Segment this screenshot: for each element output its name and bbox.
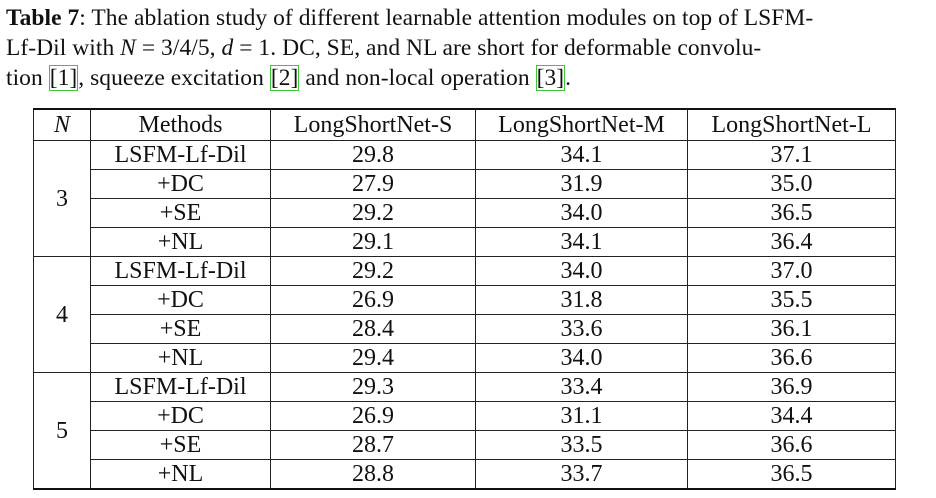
table-caption: Table 7: The ablation study of different… bbox=[6, 3, 932, 93]
score-s-cell: 29.1 bbox=[270, 227, 476, 257]
score-l-cell: 37.0 bbox=[687, 256, 896, 286]
table-row: +NL 29.4 34.0 36.6 bbox=[34, 343, 896, 373]
caption-line-3: tion [1], squeeze excitation [2] and non… bbox=[6, 63, 932, 93]
table-row: +NL 29.1 34.1 36.4 bbox=[34, 227, 896, 257]
score-m-cell: 31.8 bbox=[475, 285, 688, 315]
table-row: +NL 28.8 33.7 36.5 bbox=[34, 459, 896, 490]
score-m-cell: 34.0 bbox=[475, 256, 688, 286]
score-s-cell: 29.8 bbox=[270, 140, 476, 170]
score-l-cell: 34.4 bbox=[687, 401, 896, 431]
header-s: LongShortNet-S bbox=[270, 108, 476, 141]
score-m-cell: 33.7 bbox=[475, 459, 688, 490]
score-s-cell: 26.9 bbox=[270, 285, 476, 315]
group-n-cell: 3 bbox=[33, 140, 91, 257]
score-s-cell: 28.4 bbox=[270, 314, 476, 344]
method-cell: +DC bbox=[90, 169, 271, 199]
table-row: 4 LSFM-Lf-Dil 29.2 34.0 37.0 bbox=[33, 256, 896, 373]
score-s-cell: 29.3 bbox=[270, 372, 476, 402]
table-row: +DC 26.9 31.1 34.4 bbox=[34, 401, 896, 431]
score-m-cell: 33.4 bbox=[475, 372, 688, 402]
table-row: +SE 29.2 34.0 36.5 bbox=[34, 198, 896, 228]
score-l-cell: 36.9 bbox=[687, 372, 896, 402]
score-l-cell: 37.1 bbox=[687, 140, 896, 170]
table-row: +DC 27.9 31.9 35.0 bbox=[34, 169, 896, 199]
caption-text-2a: Lf-Dil with bbox=[6, 35, 121, 61]
score-l-cell: 36.4 bbox=[687, 227, 896, 257]
method-cell: +SE bbox=[90, 198, 271, 228]
score-l-cell: 36.6 bbox=[687, 343, 896, 373]
caption-line-2: Lf-Dil with N = 3/4/5, d = 1. DC, SE, an… bbox=[6, 33, 932, 63]
citation-link-3[interactable]: [3] bbox=[535, 65, 566, 91]
score-m-cell: 34.0 bbox=[475, 343, 688, 373]
score-s-cell: 29.2 bbox=[270, 256, 476, 286]
group-n-cell: 5 bbox=[33, 372, 91, 490]
caption-text-3c: and non-local operation bbox=[299, 65, 536, 91]
table-row: 3 LSFM-Lf-Dil 29.8 34.1 37.1 bbox=[33, 140, 896, 257]
score-m-cell: 33.6 bbox=[475, 314, 688, 344]
score-l-cell: 36.6 bbox=[687, 430, 896, 460]
table-row: +DC 26.9 31.8 35.5 bbox=[34, 285, 896, 315]
method-cell: LSFM-Lf-Dil bbox=[90, 372, 271, 402]
score-s-cell: 28.8 bbox=[270, 459, 476, 490]
header-n: N bbox=[33, 108, 91, 141]
method-cell: +DC bbox=[90, 285, 271, 315]
score-l-cell: 35.5 bbox=[687, 285, 896, 315]
caption-label: Table 7 bbox=[6, 5, 80, 31]
method-cell: LSFM-Lf-Dil bbox=[90, 256, 271, 286]
method-cell: +NL bbox=[90, 343, 271, 373]
citation-link-1[interactable]: [1] bbox=[48, 65, 79, 91]
caption-text-2b: = 3/4/5, bbox=[135, 35, 222, 61]
score-l-cell: 36.5 bbox=[687, 459, 896, 490]
header-m: LongShortNet-M bbox=[475, 108, 688, 141]
score-s-cell: 29.4 bbox=[270, 343, 476, 373]
score-s-cell: 29.2 bbox=[270, 198, 476, 228]
score-s-cell: 28.7 bbox=[270, 430, 476, 460]
score-l-cell: 36.5 bbox=[687, 198, 896, 228]
table-row: +SE 28.4 33.6 36.1 bbox=[34, 314, 896, 344]
method-cell: +NL bbox=[90, 227, 271, 257]
method-cell: +DC bbox=[90, 401, 271, 431]
method-cell: +NL bbox=[90, 459, 271, 490]
score-s-cell: 27.9 bbox=[270, 169, 476, 199]
caption-text-2c: = 1. DC, SE, and NL are short for deform… bbox=[233, 35, 762, 61]
table-body: 3 LSFM-Lf-Dil 29.8 34.1 37.1 +DC 27.9 31.9 35.0 +… bbox=[33, 140, 896, 490]
table-row: 5 LSFM-Lf-Dil 29.3 33.4 36.9 bbox=[33, 372, 896, 490]
score-l-cell: 36.1 bbox=[687, 314, 896, 344]
score-m-cell: 34.1 bbox=[475, 227, 688, 257]
caption-text-3a: tion bbox=[6, 65, 49, 91]
score-m-cell: 31.1 bbox=[475, 401, 688, 431]
caption-text-1: : The ablation study of different learna… bbox=[79, 5, 814, 31]
header-methods: Methods bbox=[90, 108, 271, 141]
score-l-cell: 35.0 bbox=[687, 169, 896, 199]
caption-line-1: Table 7: The ablation study of different… bbox=[6, 3, 932, 33]
math-d: d bbox=[221, 35, 234, 61]
method-cell: +SE bbox=[90, 430, 271, 460]
score-m-cell: 34.1 bbox=[475, 140, 688, 170]
score-m-cell: 33.5 bbox=[475, 430, 688, 460]
caption-text-3d: . bbox=[565, 65, 572, 91]
citation-link-2[interactable]: [2] bbox=[269, 65, 300, 91]
group-n-cell: 4 bbox=[33, 256, 91, 373]
results-table: N Methods LongShortNet-S LongShortNet-M … bbox=[33, 108, 896, 490]
caption-text-3b: , squeeze excitation bbox=[78, 65, 270, 91]
score-s-cell: 26.9 bbox=[270, 401, 476, 431]
table-row: +SE 28.7 33.5 36.6 bbox=[34, 430, 896, 460]
score-m-cell: 31.9 bbox=[475, 169, 688, 199]
header-l: LongShortNet-L bbox=[687, 108, 896, 141]
method-cell: +SE bbox=[90, 314, 271, 344]
score-m-cell: 34.0 bbox=[475, 198, 688, 228]
method-cell: LSFM-Lf-Dil bbox=[90, 140, 271, 170]
table-header-row: N Methods LongShortNet-S LongShortNet-M … bbox=[33, 108, 896, 141]
math-n: N bbox=[120, 35, 136, 61]
